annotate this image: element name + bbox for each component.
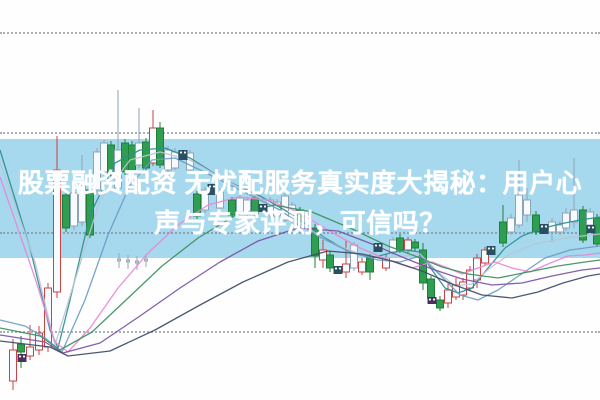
marker-flag xyxy=(207,184,217,195)
candle xyxy=(326,251,334,272)
marker-flag xyxy=(427,297,437,304)
ma-grey xyxy=(0,151,600,346)
candle xyxy=(62,190,70,232)
candle xyxy=(319,240,327,268)
candle xyxy=(135,256,139,270)
gridline xyxy=(0,331,600,333)
marker-flag xyxy=(486,246,496,255)
candle xyxy=(193,191,201,219)
candle xyxy=(436,296,444,311)
candle xyxy=(17,336,25,368)
candle xyxy=(523,188,531,222)
candle xyxy=(382,254,390,271)
marker-flag xyxy=(373,243,383,252)
headline-line-2: 声与专家评测，可信吗？ xyxy=(154,208,446,238)
candle xyxy=(126,255,130,269)
candle xyxy=(358,258,366,275)
candle xyxy=(26,325,34,360)
marker-flag xyxy=(178,150,188,160)
candle xyxy=(135,108,143,168)
candle xyxy=(9,339,17,390)
candle xyxy=(78,155,86,226)
gridline xyxy=(0,232,600,234)
candle xyxy=(117,253,121,268)
candle xyxy=(515,160,523,228)
candle xyxy=(149,110,157,166)
candle xyxy=(243,197,251,216)
ma-purple xyxy=(0,227,600,354)
ma-pink xyxy=(0,176,600,353)
marker-flag xyxy=(258,204,268,212)
marker-flag xyxy=(17,354,27,362)
candle xyxy=(411,239,419,251)
candle xyxy=(342,240,350,278)
candle xyxy=(216,189,224,211)
candle xyxy=(70,188,78,230)
candle xyxy=(228,197,236,218)
gridline xyxy=(0,132,600,134)
candle xyxy=(562,208,570,231)
candle xyxy=(53,136,61,298)
candle xyxy=(507,214,515,235)
candle xyxy=(444,284,452,308)
candle xyxy=(86,186,94,238)
candle xyxy=(201,187,209,213)
ma-steel xyxy=(0,157,600,353)
ma-green xyxy=(0,204,600,351)
marker-flag xyxy=(333,266,343,274)
ma-navy xyxy=(0,250,600,357)
candle xyxy=(481,247,489,266)
headline: 股票融资配资 无忧配服务真实度大揭秘：用户心 声与专家评测，可信吗？ xyxy=(0,163,600,243)
candle xyxy=(427,276,435,300)
candle xyxy=(499,205,507,247)
gridline xyxy=(0,32,600,34)
candle xyxy=(156,122,164,168)
marker-flag xyxy=(539,224,549,234)
candle xyxy=(570,158,578,228)
marker-flag xyxy=(586,225,596,233)
headline-line-1: 股票融资配资 无忧配服务真实度大揭秘：用户心 xyxy=(17,168,583,198)
